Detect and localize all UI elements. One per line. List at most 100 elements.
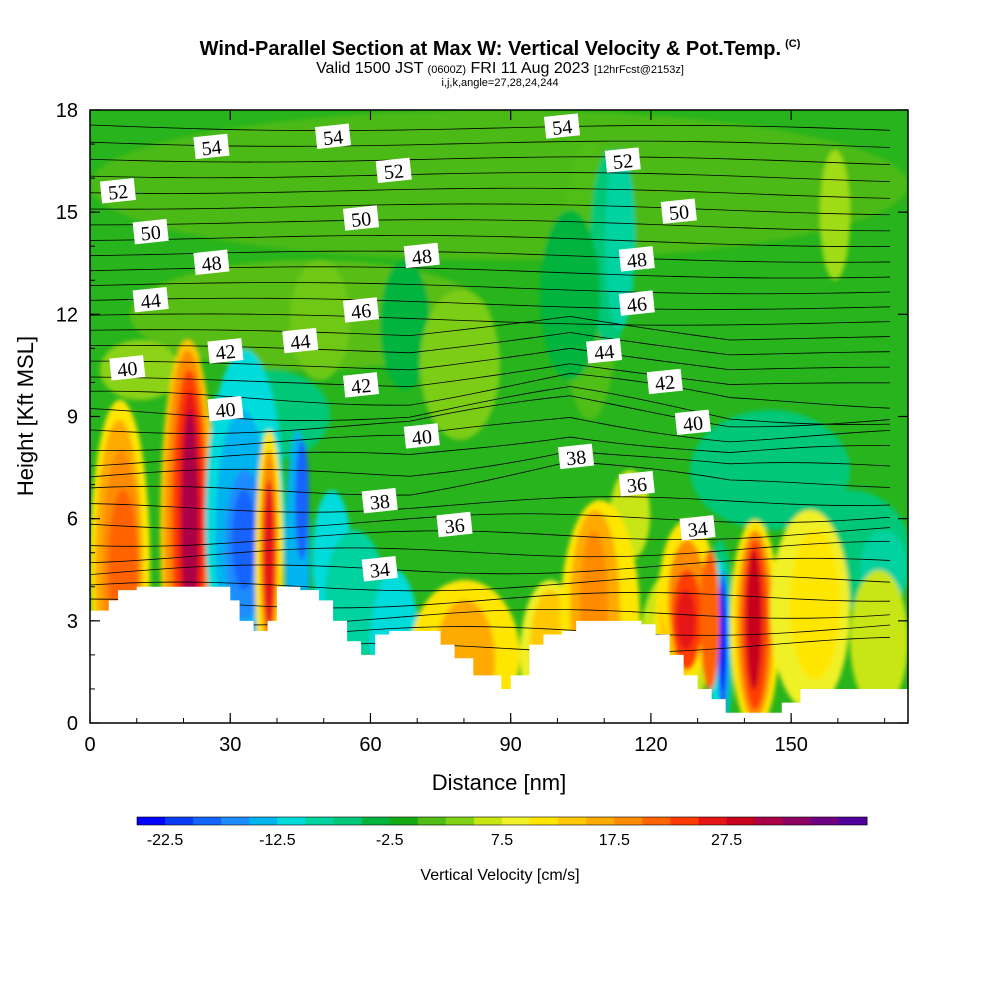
colorbar-swatch — [193, 817, 222, 825]
section-indices: i,j,k,angle=27,28,24,244 — [441, 77, 559, 89]
theta-label-text: 40 — [215, 399, 237, 423]
theta-label-text: 44 — [289, 331, 311, 355]
theta-label-box — [436, 511, 473, 538]
y-axis-label: Height [Kft MSL] — [13, 336, 38, 496]
theta-label-text: 40 — [682, 412, 704, 436]
theta-label-box — [193, 133, 230, 160]
theta-label-box — [99, 178, 136, 204]
theta-contour-line — [90, 417, 891, 452]
colorbar-label: Vertical Velocity [cm/s] — [420, 867, 579, 884]
chart-title: Wind-Parallel Section at Max W: Vertical… — [0, 38, 1000, 61]
velocity-blob — [790, 530, 840, 680]
colorbar-swatch — [305, 817, 335, 825]
theta-contour-line — [90, 574, 891, 592]
x-tick-label: 120 — [634, 734, 667, 756]
theta-contour-line — [90, 219, 891, 232]
theta-contour-line — [90, 297, 891, 310]
velocity-blob — [676, 590, 696, 650]
theta-label-box — [207, 338, 244, 364]
theta-label-text: 38 — [369, 491, 391, 515]
colorbar-swatch — [333, 817, 363, 825]
theta-label-text: 52 — [383, 160, 405, 184]
copyright-mark: (C) — [785, 38, 801, 51]
colorbar: -22.5 -12.5 -2.5 7.5 17.5 27.5 — [136, 816, 868, 849]
theta-label-text: 54 — [322, 126, 344, 150]
theta-label: 54 — [314, 123, 352, 150]
colorbar-swatch — [502, 817, 531, 825]
theta-label: 46 — [618, 290, 655, 317]
theta-contour-line — [90, 557, 891, 576]
theta-label-box — [660, 198, 697, 224]
theta-label: 44 — [132, 286, 169, 314]
theta-contour-line — [90, 540, 891, 564]
colorbar-frame — [136, 816, 868, 826]
theta-contour-line — [90, 363, 891, 388]
theta-label-text: 48 — [201, 252, 223, 276]
theta-contour-line — [90, 203, 891, 216]
theta-label: 52 — [604, 147, 641, 174]
theta-label-text: 34 — [369, 559, 391, 583]
theta-label-text: 40 — [116, 358, 138, 382]
theta-label: 34 — [679, 515, 716, 542]
theta-label: 52 — [99, 178, 136, 205]
theta-label-text: 52 — [612, 150, 634, 174]
y-tick-label: 18 — [56, 100, 78, 122]
x-tick-label: 90 — [500, 734, 522, 756]
theta-label-box — [314, 123, 352, 149]
theta-label: 36 — [618, 470, 655, 498]
velocity-blob — [850, 570, 908, 710]
velocity-blob — [232, 490, 256, 590]
theta-label: 54 — [193, 133, 230, 160]
theta-label: 44 — [282, 327, 319, 355]
theta-label-box — [361, 487, 398, 514]
colorbar-swatch — [558, 817, 587, 825]
forecast-info: [12hrFcst@2153z] — [593, 64, 684, 76]
velocity-blob — [263, 480, 275, 630]
theta-label-text: 44 — [140, 290, 162, 314]
theta-label-box — [193, 249, 230, 275]
colorbar-swatch — [445, 817, 475, 825]
theta-label-box — [403, 242, 440, 269]
colorbar-swatch — [221, 817, 250, 825]
theta-label: 38 — [557, 443, 595, 470]
theta-label-text: 36 — [626, 474, 648, 498]
colorbar-swatch — [137, 817, 166, 825]
colorbar-tick-label: 17.5 — [599, 832, 630, 849]
colorbar-swatch — [277, 817, 306, 825]
theta-label: 50 — [342, 205, 380, 232]
theta-label-box — [342, 205, 380, 231]
theta-label: 54 — [543, 113, 581, 140]
y-tick-label: 6 — [67, 509, 78, 531]
colorbar-tick-label: -12.5 — [259, 832, 296, 849]
theta-label-box — [361, 556, 398, 582]
colorbar-swatch — [389, 817, 419, 825]
theta-label-text: 50 — [668, 201, 690, 225]
velocity-blob — [820, 150, 850, 280]
velocity-blob — [182, 410, 198, 630]
theta-label: 46 — [342, 297, 380, 324]
y-tick-label: 0 — [67, 713, 78, 735]
velocity-blob — [746, 550, 762, 690]
theta-label: 50 — [660, 198, 697, 225]
theta-label: 52 — [375, 157, 412, 184]
theta-label-text: 42 — [350, 375, 372, 399]
theta-label-text: 48 — [411, 245, 433, 269]
theta-contour-line — [90, 347, 891, 371]
theta-label: 36 — [436, 511, 473, 538]
theta-label-text: 46 — [626, 293, 648, 317]
theta-contour-line — [90, 461, 891, 496]
theta-label-box — [674, 409, 711, 436]
theta-label-text: 50 — [140, 222, 162, 246]
colorbar-swatch — [698, 817, 728, 825]
theta-contour-line — [90, 313, 891, 326]
theta-contour-line — [90, 187, 891, 199]
theta-label-box — [604, 147, 641, 173]
theta-label: 40 — [207, 395, 244, 423]
theta-label: 42 — [646, 368, 683, 395]
theta-label-text: 50 — [350, 208, 372, 232]
theta-label-box — [132, 218, 169, 245]
colorbar-swatch — [165, 817, 194, 825]
colorbar-swatch — [530, 817, 559, 825]
